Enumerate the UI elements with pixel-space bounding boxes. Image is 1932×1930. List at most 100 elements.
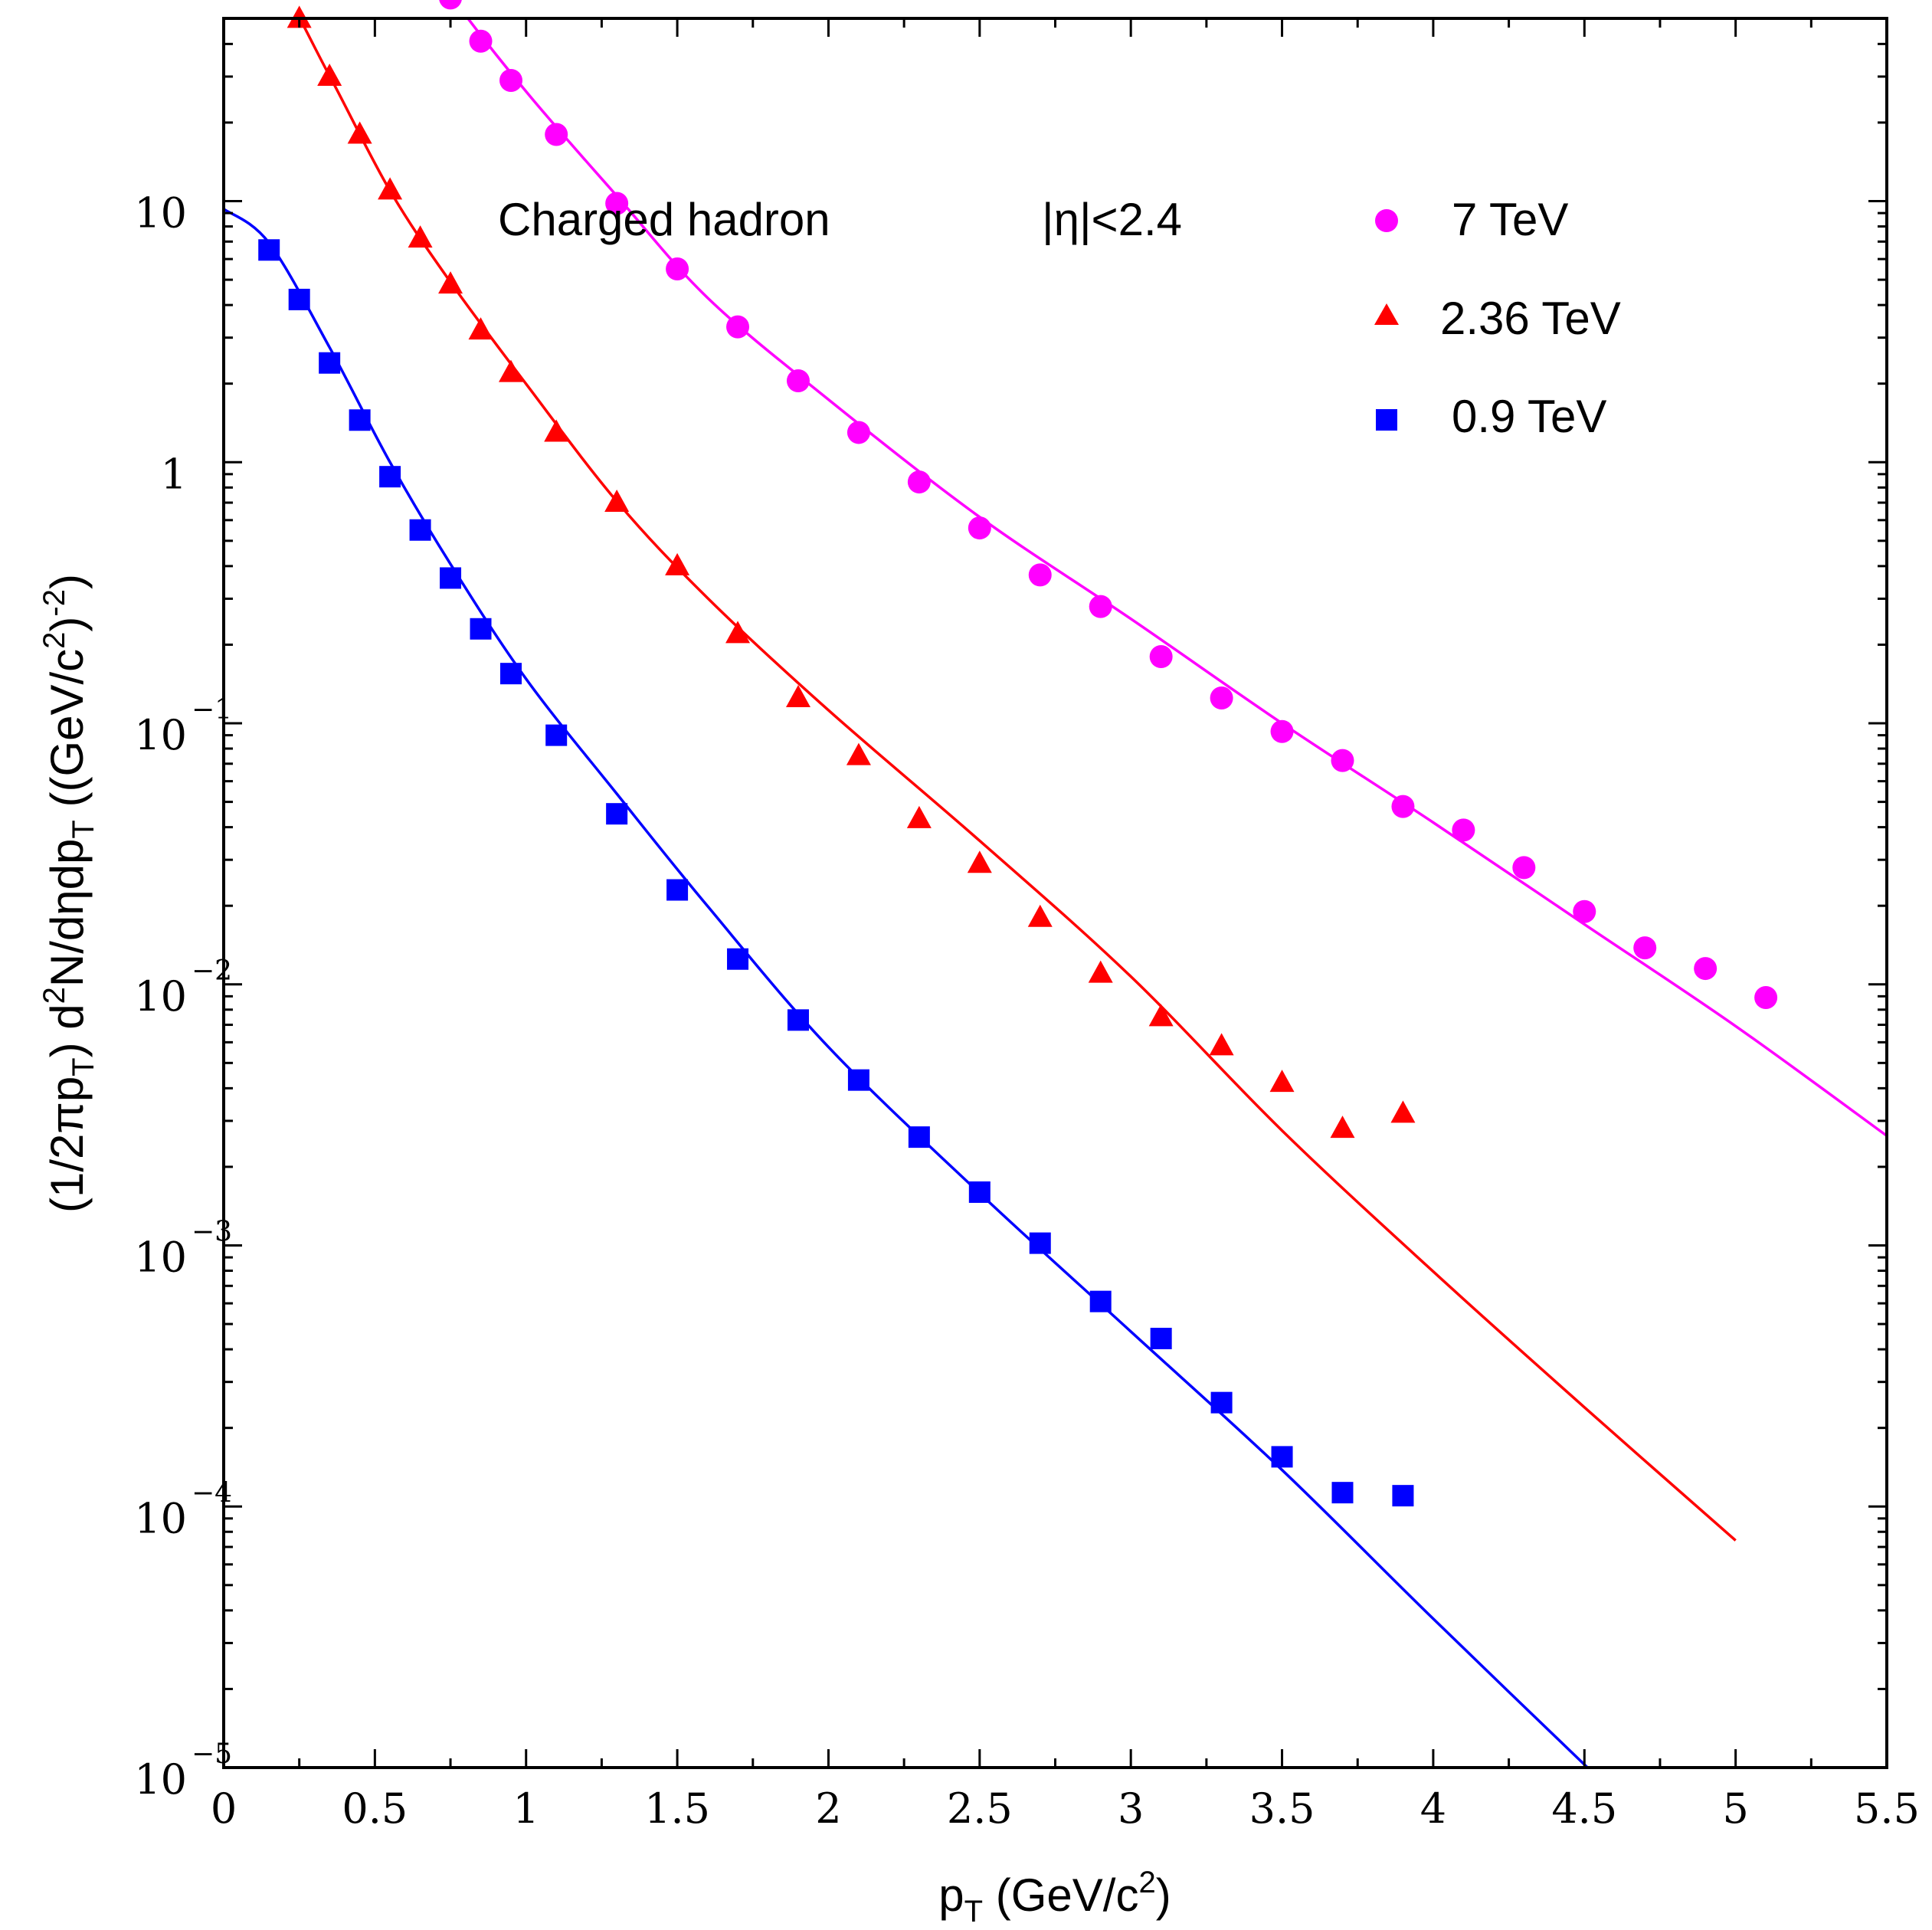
- data-point-series-2: [545, 724, 568, 746]
- x-tick-label: 4.5: [1551, 1784, 1617, 1833]
- x-tick-label: 5: [1722, 1784, 1748, 1833]
- data-point-series-2: [319, 352, 341, 374]
- fit-curve-series-0: [466, 18, 1887, 1137]
- x-tick-label: 2.5: [947, 1784, 1013, 1833]
- data-point-series-0: [439, 0, 462, 10]
- x-tick-label: 1.5: [644, 1784, 710, 1833]
- data-point-series-0: [1149, 645, 1173, 669]
- y-axis-label: (1/2πpT) d2N/dηdpT ((GeV/c2)-2): [38, 574, 100, 1213]
- data-point-series-0: [1633, 936, 1657, 960]
- data-point-series-2: [1331, 1482, 1354, 1504]
- data-point-series-0: [1270, 719, 1294, 743]
- data-point-series-2: [606, 803, 628, 825]
- data-point-series-1: [347, 121, 372, 144]
- data-point-series-2: [440, 567, 462, 589]
- data-point-series-1: [725, 621, 751, 644]
- data-point-series-1: [967, 850, 992, 873]
- data-point-series-2: [349, 409, 371, 431]
- data-point-series-2: [968, 1181, 991, 1203]
- legend: 7 TeV 2.36 TeV 0.9 TeV: [1374, 194, 1621, 442]
- data-point-series-1: [544, 419, 569, 442]
- plot-frame: [222, 17, 1888, 1769]
- data-point-series-1: [1148, 1004, 1174, 1027]
- x-tick-label: 3.5: [1249, 1784, 1315, 1833]
- x-tick-label: 0.5: [342, 1784, 408, 1833]
- x-tick-label: 1: [513, 1784, 539, 1833]
- data-point-series-1: [1088, 960, 1113, 983]
- y-tick-label: 10: [134, 972, 187, 1021]
- data-point-series-1: [1330, 1116, 1355, 1139]
- data-point-series-1: [408, 225, 433, 248]
- data-point-series-0: [1694, 957, 1718, 981]
- data-point-series-1: [378, 177, 403, 200]
- data-point-series-1: [468, 317, 493, 340]
- y-tick-label: 10: [134, 1234, 187, 1282]
- x-axis-label: pT (GeV/c2): [938, 1866, 1171, 1928]
- data-point-series-0: [1754, 986, 1778, 1010]
- y-tick-label: 10: [134, 1755, 187, 1804]
- legend-marker-7tev: [1375, 209, 1398, 232]
- x-tick-label: 2: [815, 1784, 841, 1833]
- data-point-series-0: [1028, 563, 1052, 587]
- data-point-series-1: [1269, 1070, 1295, 1093]
- data-point-series-0: [846, 421, 870, 444]
- data-point-series-0: [1210, 686, 1233, 709]
- y-tick-exponent: −4: [192, 1477, 232, 1509]
- data-point-series-0: [666, 257, 689, 280]
- data-point-series-0: [1573, 899, 1596, 923]
- y-tick-exponent: −5: [192, 1738, 232, 1770]
- data-point-series-0: [605, 192, 629, 215]
- data-point-series-0: [1391, 795, 1415, 818]
- data-point-series-2: [908, 1126, 930, 1148]
- data-point-series-2: [258, 239, 280, 261]
- eta-cut-annotation: |η|<2.4: [1042, 194, 1182, 245]
- legend-label-7tev: 7 TeV: [1452, 194, 1568, 245]
- data-point-series-1: [1209, 1033, 1234, 1056]
- data-point-series-1: [785, 684, 810, 707]
- fit-curve-series-1: [298, 18, 1737, 1542]
- legend-label-236tev: 2.36 TeV: [1440, 293, 1621, 344]
- data-point-series-2: [1089, 1290, 1112, 1312]
- data-point-series-1: [1027, 904, 1053, 927]
- data-point-series-1: [287, 5, 312, 28]
- data-point-series-0: [1452, 818, 1475, 842]
- data-point-series-2: [666, 879, 689, 901]
- x-tick-label: 5.5: [1854, 1784, 1920, 1833]
- y-tick-exponent: −2: [192, 955, 232, 987]
- data-point-series-2: [1271, 1446, 1293, 1468]
- data-point-series-2: [787, 1009, 809, 1031]
- data-point-series-1: [498, 359, 523, 382]
- data-point-series-2: [409, 519, 431, 541]
- y-tick-exponent: −1: [192, 694, 232, 726]
- y-tick-label: 10: [134, 1494, 187, 1542]
- fit-curve-series-2: [224, 208, 1590, 1768]
- y-tick-exponent: −3: [192, 1217, 232, 1248]
- x-tick-label: 0: [211, 1784, 237, 1833]
- data-point-series-1: [604, 490, 630, 513]
- data-point-series-0: [786, 369, 810, 393]
- data-point-series-2: [1210, 1391, 1233, 1414]
- data-point-series-0: [1512, 856, 1536, 880]
- data-point-series-1: [846, 742, 871, 765]
- data-point-series-0: [545, 123, 568, 146]
- data-point-series-2: [1029, 1232, 1051, 1254]
- y-tick-label: 10: [134, 189, 187, 238]
- data-point-series-2: [379, 466, 401, 488]
- data-point-series-0: [469, 29, 493, 53]
- data-point-series-1: [1390, 1100, 1416, 1123]
- legend-marker-236tev: [1374, 303, 1399, 325]
- data-point-series-2: [470, 618, 492, 640]
- data-point-series-0: [726, 315, 750, 339]
- y-tick-label: 10: [134, 711, 187, 759]
- particle-annotation: Charged hadron: [498, 194, 830, 245]
- data-point-series-0: [1089, 595, 1112, 618]
- data-point-series-0: [499, 68, 522, 92]
- data-point-series-0: [1331, 749, 1354, 772]
- data-point-series-2: [499, 663, 522, 685]
- data-point-series-1: [665, 552, 690, 575]
- data-point-series-2: [1392, 1485, 1414, 1507]
- data-point-series-0: [907, 470, 931, 494]
- data-point-series-2: [288, 288, 310, 310]
- data-point-series-1: [906, 805, 932, 828]
